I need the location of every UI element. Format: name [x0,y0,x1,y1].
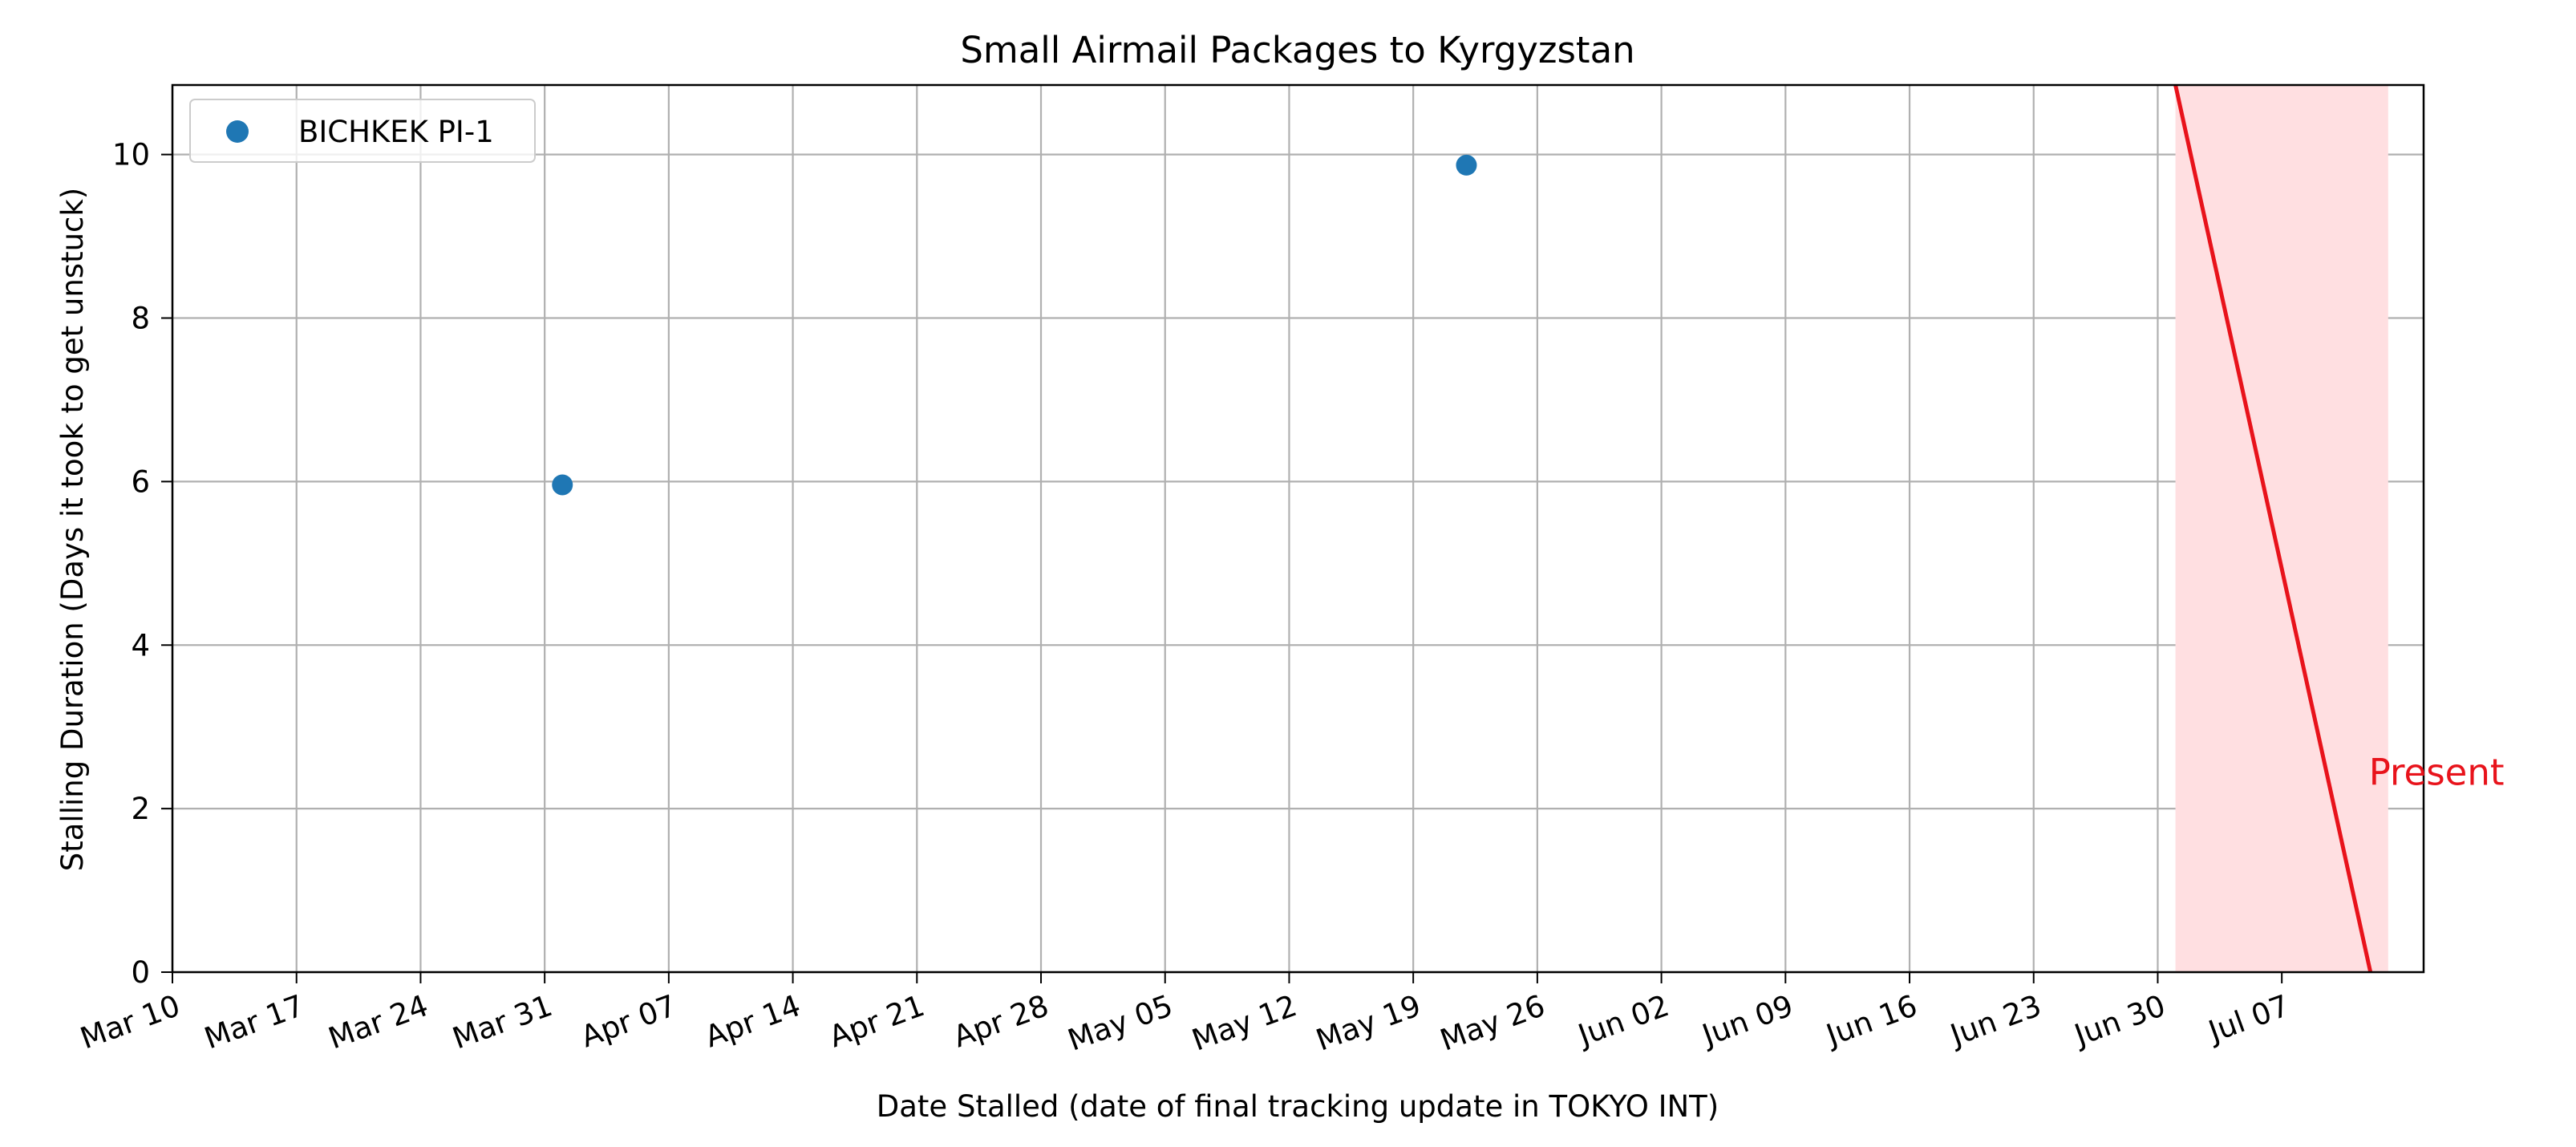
data-point [552,474,573,496]
plot-area [172,85,2424,972]
y-axis-ticks: 0 2 4 6 8 10 [112,138,172,990]
plot-border [171,83,2425,974]
y-tick-label: 0 [131,955,150,990]
y-axis-label: Stalling Duration (Days it took to get u… [55,188,90,871]
y-tick-label: 6 [131,464,150,499]
present-label: Present [2369,751,2505,793]
present-shade [2175,85,2388,972]
legend-marker [226,120,249,143]
plot-frame [171,83,2425,974]
chart-title: Small Airmail Packages to Kyrgyzstan [960,29,1634,71]
y-tick-label: 8 [131,302,150,336]
y-tick-label: 10 [112,138,150,172]
plot-background [172,85,2424,972]
legend-box [189,99,536,163]
y-tick-label: 2 [131,792,150,826]
present-line [2173,85,2373,972]
legend: BICHKEK PI-1 [189,99,536,163]
y-tick-label: 4 [131,628,150,663]
data-points [552,154,1477,496]
data-point [1456,154,1477,176]
present-region [2173,85,2388,972]
legend-label: BICHKEK PI-1 [298,115,494,149]
x-axis-label: Date Stalled (date of final tracking upd… [877,1089,1719,1124]
